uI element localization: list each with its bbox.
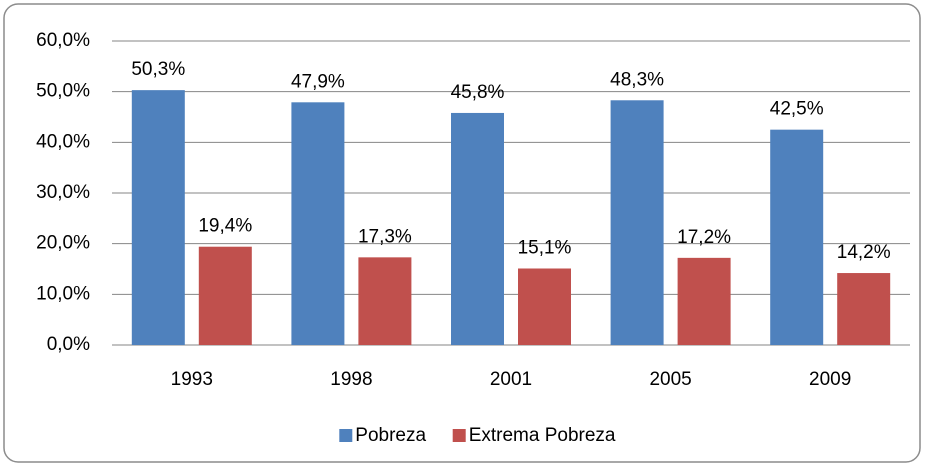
legend-label: Extrema Pobreza bbox=[469, 425, 616, 446]
bar bbox=[358, 257, 412, 345]
legend-label: Pobreza bbox=[355, 425, 426, 446]
y-tick-label: 60,0% bbox=[36, 30, 90, 51]
y-tick-label: 40,0% bbox=[36, 131, 90, 152]
bar bbox=[451, 112, 504, 346]
x-tick-label: 2009 bbox=[809, 369, 851, 390]
bar bbox=[518, 268, 571, 345]
value-label: 48,3% bbox=[610, 69, 664, 90]
value-label: 14,2% bbox=[837, 242, 891, 263]
bar bbox=[677, 257, 731, 345]
value-label: 50,3% bbox=[131, 59, 185, 80]
bar bbox=[131, 90, 185, 345]
value-label: 47,9% bbox=[291, 71, 345, 92]
legend-swatch bbox=[452, 429, 466, 442]
value-label: 42,5% bbox=[770, 99, 824, 120]
x-tick-label: 1998 bbox=[330, 369, 372, 390]
y-tick-label: 50,0% bbox=[36, 81, 90, 102]
y-tick-label: 0,0% bbox=[47, 334, 90, 355]
value-label: 45,8% bbox=[451, 82, 505, 103]
value-label: 15,1% bbox=[518, 238, 572, 259]
value-label: 17,2% bbox=[677, 227, 731, 248]
x-tick-label: 2005 bbox=[649, 369, 691, 390]
bar bbox=[770, 129, 824, 345]
value-label: 17,3% bbox=[358, 226, 412, 247]
bar bbox=[198, 246, 252, 345]
bar bbox=[837, 273, 891, 345]
y-tick-label: 30,0% bbox=[36, 182, 90, 203]
y-tick-label: 20,0% bbox=[36, 233, 90, 254]
x-tick-label: 2001 bbox=[490, 369, 532, 390]
bar bbox=[610, 100, 664, 345]
legend-swatch bbox=[339, 429, 353, 442]
y-tick-label: 10,0% bbox=[36, 283, 90, 304]
value-label: 19,4% bbox=[198, 216, 252, 237]
bar bbox=[291, 102, 345, 345]
x-tick-label: 1993 bbox=[171, 369, 213, 390]
